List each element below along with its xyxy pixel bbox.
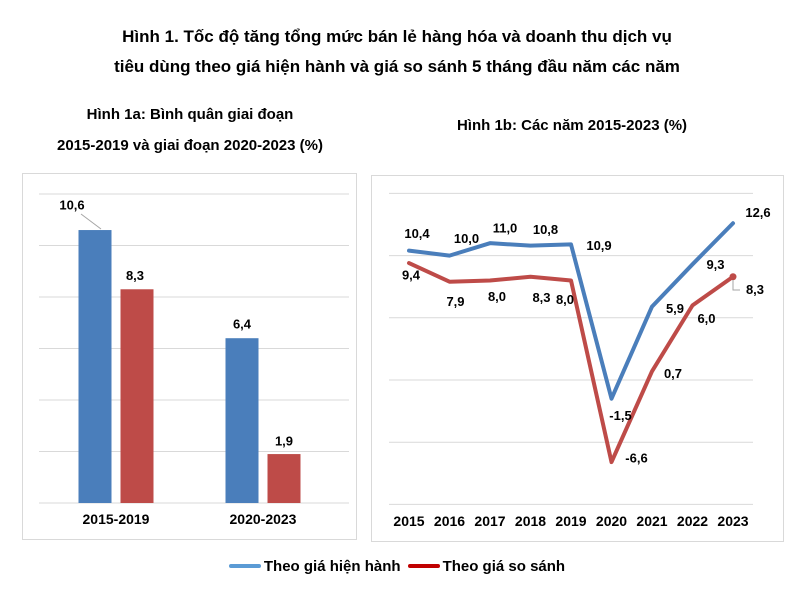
x-axis-category-label: 2020-2023 bbox=[230, 511, 297, 527]
bar-constant-2020-2023 bbox=[267, 454, 301, 503]
bar-value-label: 6,4 bbox=[233, 317, 252, 332]
legend-swatch-current-price-icon bbox=[228, 564, 261, 568]
point-value-label: 8,0 bbox=[556, 292, 574, 307]
point-value-label: 10,9 bbox=[586, 238, 611, 253]
point-value-label: 10,4 bbox=[404, 226, 430, 241]
point-value-label: 8,3 bbox=[532, 290, 550, 305]
bar-value-label: 1,9 bbox=[275, 434, 293, 449]
x-axis-year-label: 2015 bbox=[393, 513, 424, 529]
legend-label-constant-price: Theo giá so sánh bbox=[442, 557, 566, 575]
x-axis-year-label: 2016 bbox=[434, 513, 465, 529]
point-value-label: 0,7 bbox=[664, 366, 682, 381]
legend: Theo giá hiện hành Theo giá so sánh bbox=[0, 553, 794, 579]
point-value-label: 7,9 bbox=[446, 294, 464, 309]
point-value-label: -1,5 bbox=[609, 408, 631, 423]
point-value-label: 8,0 bbox=[488, 289, 506, 304]
bar-chart-svg: 10,6 6,4 8,3 1,9 2015-2019 2020-2023 bbox=[39, 193, 349, 527]
x-axis-category-label: 2015-2019 bbox=[83, 511, 150, 527]
point-value-label: 8,3 bbox=[746, 282, 764, 297]
bar-chart-title-line2: 2015-2019 và giai đoạn 2020-2023 (%) bbox=[57, 137, 323, 154]
x-axis-year-label: 2018 bbox=[515, 513, 546, 529]
point-value-label: 11,0 bbox=[493, 221, 518, 236]
legend-item-constant-price: Theo giá so sánh bbox=[407, 557, 566, 575]
label-leader-line bbox=[732, 280, 740, 291]
line-end-marker bbox=[729, 273, 737, 281]
bar-value-label: 8,3 bbox=[126, 268, 144, 283]
bar-chart-title-line1: Hình 1a: Bình quân giai đoạn bbox=[86, 106, 294, 123]
bar-current-2020-2023 bbox=[225, 338, 259, 503]
label-leader-line bbox=[80, 213, 102, 230]
x-axis-year-label: 2019 bbox=[555, 513, 586, 529]
point-value-label: 6,0 bbox=[697, 311, 715, 326]
x-axis-year-label: 2017 bbox=[474, 513, 505, 529]
bar-chart-panel: 10,6 6,4 8,3 1,9 2015-2019 2020-2023 bbox=[22, 173, 357, 540]
figure-title-line1: Hình 1. Tốc độ tăng tổng mức bán lẻ hàng… bbox=[122, 27, 672, 46]
line-series-constant-price bbox=[407, 261, 735, 465]
x-axis-year-label: 2020 bbox=[596, 513, 627, 529]
line-series-current-price bbox=[407, 221, 735, 401]
figure-title-line2: tiêu dùng theo giá hiện hành và giá so s… bbox=[114, 57, 680, 76]
x-axis-year-label: 2021 bbox=[636, 513, 667, 529]
legend-label-current-price: Theo giá hiện hành bbox=[263, 557, 401, 575]
point-value-label: 10,8 bbox=[533, 222, 558, 237]
x-axis-year-label: 2022 bbox=[677, 513, 708, 529]
point-value-label: 5,9 bbox=[666, 301, 684, 316]
bar-chart-title: Hình 1a: Bình quân giai đoạn 2015-2019 v… bbox=[12, 99, 368, 161]
line-chart-title: Hình 1b: Các năm 2015-2023 (%) bbox=[456, 117, 688, 134]
point-value-label: 9,4 bbox=[402, 268, 421, 283]
figure-title: Hình 1. Tốc độ tăng tổng mức bán lẻ hàng… bbox=[0, 22, 794, 82]
line-chart-svg: 10,4 10,0 11,0 10,8 10,9 -1,5 5,9 9,3 12,6 9,4 7,9… bbox=[389, 192, 771, 529]
line-chart-panel: 10,4 10,0 11,0 10,8 10,9 -1,5 5,9 9,3 12,6 9,4 7,9… bbox=[371, 175, 784, 542]
bar-constant-2015-2019 bbox=[120, 289, 154, 503]
point-value-label: 9,3 bbox=[706, 257, 724, 272]
point-value-label: 10,0 bbox=[454, 231, 479, 246]
legend-item-current-price: Theo giá hiện hành bbox=[228, 557, 401, 575]
x-axis-year-label: 2023 bbox=[717, 513, 748, 529]
point-value-label: -6,6 bbox=[625, 451, 647, 466]
legend-swatch-constant-price-icon bbox=[407, 564, 440, 568]
point-value-label: 12,6 bbox=[745, 205, 770, 220]
bar-value-label: 10,6 bbox=[59, 198, 84, 213]
bar-current-2015-2019 bbox=[78, 230, 112, 504]
